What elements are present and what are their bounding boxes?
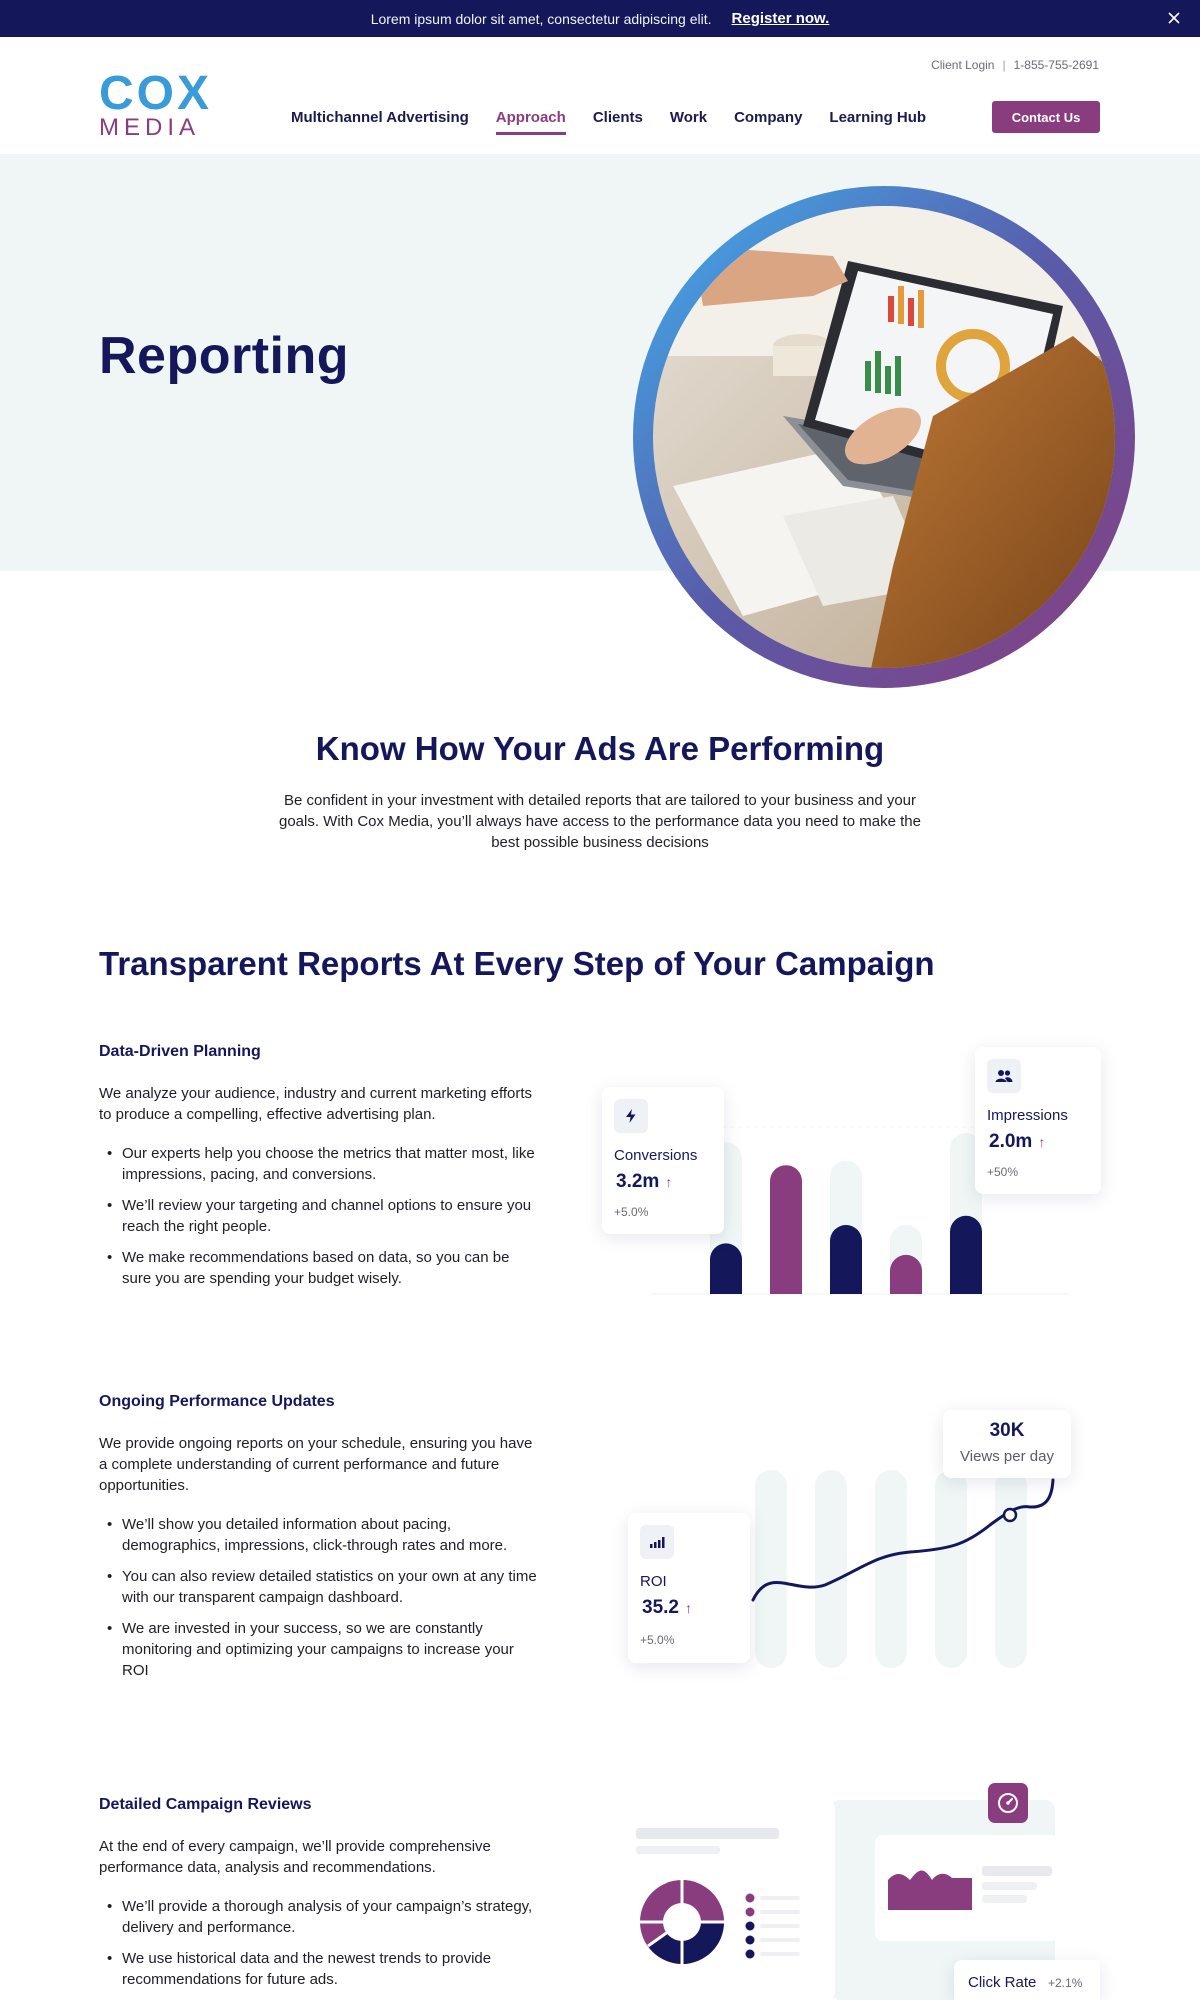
roi-change: +5.0% — [640, 1633, 675, 1647]
logo-media: MEDIA — [99, 114, 201, 141]
nav-approach[interactable]: Approach — [495, 109, 566, 135]
roi-card: ROI 35.2 ↑ +5.0% — [628, 1513, 750, 1663]
arrow-up-icon: ↑ — [684, 1600, 692, 1616]
bullet-item: We make recommendations based on data, s… — [99, 1247, 539, 1289]
nav-work[interactable]: Work — [669, 109, 708, 126]
intro-heading: Know How Your Ads Are Performing — [315, 730, 885, 767]
gauge-icon — [988, 1783, 1028, 1823]
bullet-item: You can also review detailed statistics … — [99, 1566, 539, 1608]
feature-body: We provide ongoing reports on your sched… — [99, 1435, 533, 1494]
feature-bullets: We’ll provide a thorough analysis of you… — [99, 1896, 539, 1990]
impressions-card: Impressions 2.0m ↑ +50% — [975, 1047, 1101, 1194]
click-rate-card: Click Rate +2.1% — [954, 1960, 1100, 2000]
section-heading: Transparent Reports At Every Step of You… — [99, 945, 935, 982]
nav-clients[interactable]: Clients — [592, 109, 643, 126]
roi-value: 35.2 ↑ — [642, 1597, 692, 1618]
bullet-item: We’ll review your targeting and channel … — [99, 1195, 539, 1237]
arrow-up-icon: ↑ — [1038, 1134, 1046, 1150]
bar-chart-illustration — [650, 1126, 1070, 1295]
feature-ongoing-performance-updates: Ongoing Performance Updates We provide o… — [99, 1393, 539, 1691]
dashboard-illustration — [620, 1800, 1068, 2000]
line-chart-illustration — [751, 1470, 1055, 1668]
bar — [950, 1215, 982, 1294]
contact-us-button[interactable]: Contact Us — [992, 101, 1100, 133]
click-rate-label: Click Rate — [968, 1974, 1037, 1991]
impressions-change: +50% — [987, 1165, 1019, 1179]
bullet-item: We use historical data and the newest tr… — [99, 1948, 539, 1990]
feature-body: We analyze your audience, industry and c… — [99, 1085, 533, 1123]
feature-title: Detailed Campaign Reviews — [99, 1796, 312, 1813]
feature-bullets: Our experts help you choose the metrics … — [99, 1143, 539, 1289]
arrow-up-icon: ↑ — [665, 1174, 673, 1190]
close-icon[interactable] — [1162, 6, 1186, 30]
feature-title: Ongoing Performance Updates — [99, 1393, 335, 1410]
bar — [710, 1243, 742, 1294]
feature-detailed-campaign-reviews: Detailed Campaign Reviews At the end of … — [99, 1796, 539, 2000]
planning-illustration: Conversions 3.2m ↑ +5.0% Impressions 2.0m… — [600, 1045, 1101, 1295]
bullet-item: Our experts help you choose the metrics … — [99, 1143, 539, 1185]
impressions-label: Impressions — [987, 1107, 1068, 1124]
main-nav: Multichannel Advertising Approach Client… — [291, 109, 953, 135]
page-title: Reporting — [99, 327, 350, 385]
conversions-change: +5.0% — [614, 1205, 649, 1219]
nav-multichannel-advertising[interactable]: Multichannel Advertising — [291, 109, 469, 126]
impressions-value: 2.0m ↑ — [989, 1131, 1046, 1152]
bullet-item: We’ll show you detailed information abou… — [99, 1514, 539, 1556]
feature-bullets: We’ll show you detailed information abou… — [99, 1514, 539, 1681]
intro-body: Be confident in your investment with det… — [278, 792, 921, 851]
utility-separator: | — [1002, 58, 1006, 72]
site-header: COX MEDIA Client Login | 1-855-755-2691 … — [0, 37, 1200, 154]
roi-label: ROI — [640, 1573, 667, 1590]
conversions-label: Conversions — [614, 1147, 698, 1164]
bar — [770, 1165, 802, 1294]
bullet-item: We’ll provide a thorough analysis of you… — [99, 1896, 539, 1938]
announcement-message: Lorem ipsum dolor sit amet, consectetur … — [370, 10, 712, 27]
nav-company[interactable]: Company — [734, 109, 803, 126]
conversions-value: 3.2m ↑ — [616, 1171, 673, 1192]
feature-data-driven-planning: Data-Driven Planning We analyze your aud… — [99, 1043, 539, 1299]
conversions-card: Conversions 3.2m ↑ +5.0% — [602, 1087, 724, 1234]
hero-laptop-photo — [633, 186, 1135, 688]
phone-link[interactable]: 1-855-755-2691 — [1013, 58, 1099, 72]
views-label: Views per day — [960, 1448, 1054, 1465]
views-per-day-card: 30K Views per day — [943, 1410, 1071, 1478]
performance-illustration: 30K Views per day ROI 35.2 ↑ +5.0% — [620, 1405, 1100, 1670]
bolt-icon — [614, 1099, 648, 1133]
client-login-link[interactable]: Client Login — [931, 58, 995, 72]
cox-media-logo[interactable]: COX MEDIA — [99, 70, 209, 140]
register-link[interactable]: Register now. — [731, 10, 830, 27]
users-icon — [987, 1059, 1021, 1093]
bar — [830, 1225, 862, 1294]
utility-links: Client Login | 1-855-755-2691 — [931, 58, 1099, 72]
bullet-item: We are invested in your success, so we a… — [99, 1618, 539, 1681]
campaign-review-illustration: Click Rate +2.1% — [620, 1780, 1100, 2000]
logo-cox: COX — [99, 67, 213, 120]
announcement-bar: Lorem ipsum dolor sit amet, consectetur … — [0, 0, 1200, 37]
feature-title: Data-Driven Planning — [99, 1043, 261, 1060]
nav-learning-hub[interactable]: Learning Hub — [829, 109, 927, 126]
views-value: 30K — [989, 1420, 1025, 1441]
feature-body: At the end of every campaign, we’ll prov… — [99, 1838, 491, 1876]
bar — [890, 1254, 922, 1294]
bar-chart-icon — [640, 1525, 674, 1559]
click-rate-change: +2.1% — [1048, 1976, 1083, 1990]
